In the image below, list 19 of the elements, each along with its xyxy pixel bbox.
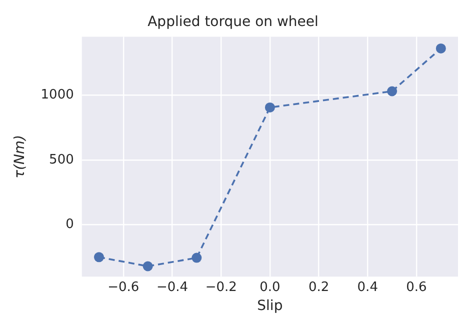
- x-tick-label: 0.6: [406, 280, 427, 295]
- x-axis-title: Slip: [257, 298, 283, 314]
- x-tick-label: −0.6: [108, 280, 140, 295]
- point: [94, 252, 104, 262]
- x-tick-label: −0.2: [205, 280, 237, 295]
- y-axis-title: τ(Nm): [12, 134, 28, 178]
- x-tick-label: 0.2: [308, 280, 330, 295]
- y-tick-label: 500: [49, 152, 74, 168]
- point: [192, 252, 202, 263]
- point: [264, 102, 275, 112]
- y-tick-label: 1000: [40, 88, 74, 103]
- x-tick-label: 0.0: [260, 280, 280, 295]
- point: [387, 86, 398, 96]
- y-tick-label: 0: [66, 217, 74, 232]
- point: [142, 261, 153, 272]
- x-tick-label: 0.4: [357, 280, 378, 295]
- chart-title: Applied torque on wheel: [148, 14, 318, 30]
- point: [436, 43, 446, 54]
- x-tick-label: −0.4: [156, 280, 188, 295]
